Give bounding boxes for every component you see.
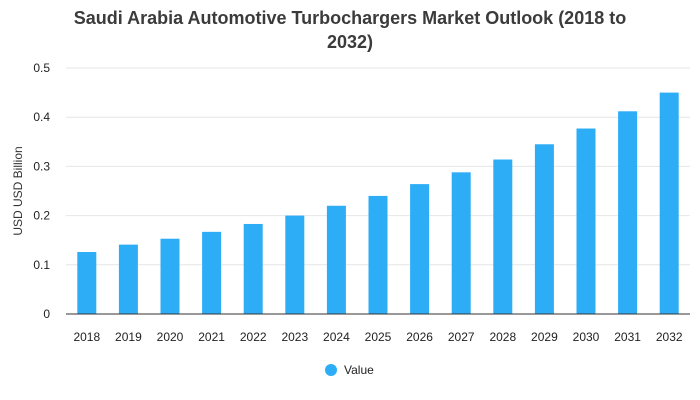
x-tick-label: 2028 bbox=[489, 330, 516, 344]
x-tick-label: 2018 bbox=[73, 330, 100, 344]
bar-2025[interactable] bbox=[368, 195, 388, 314]
x-tick-label: 2023 bbox=[281, 330, 308, 344]
bar-2019[interactable] bbox=[118, 244, 138, 314]
bar-2018[interactable] bbox=[77, 252, 97, 314]
x-tick-label: 2032 bbox=[656, 330, 683, 344]
bar-2028[interactable] bbox=[493, 159, 513, 314]
bar-2021[interactable] bbox=[202, 231, 222, 314]
y-axis-ticks: 0 0.1 0.2 0.3 0.4 0.5 bbox=[33, 61, 50, 321]
bar-2030[interactable] bbox=[576, 128, 596, 314]
bar-2029[interactable] bbox=[534, 144, 554, 314]
chart-title: Saudi Arabia Automotive Turbochargers Ma… bbox=[0, 6, 700, 54]
legend-label: Value bbox=[344, 363, 374, 377]
x-tick-label: 2019 bbox=[115, 330, 142, 344]
bars bbox=[77, 92, 679, 315]
x-tick-label: 2025 bbox=[365, 330, 392, 344]
y-tick-label: 0.4 bbox=[33, 110, 50, 124]
bar-2026[interactable] bbox=[410, 184, 430, 314]
bar-2031[interactable] bbox=[618, 111, 638, 315]
x-tick-label: 2030 bbox=[573, 330, 600, 344]
x-tick-label: 2027 bbox=[448, 330, 475, 344]
x-tick-label: 2029 bbox=[531, 330, 558, 344]
bar-2027[interactable] bbox=[451, 172, 471, 314]
y-tick-label: 0.2 bbox=[33, 209, 50, 223]
x-axis-ticks: 2018 2019 2020 2021 2022 2023 2024 2025 2026 2027… bbox=[73, 330, 682, 344]
y-tick-label: 0.5 bbox=[33, 61, 50, 75]
x-tick-label: 2026 bbox=[406, 330, 433, 344]
legend-marker bbox=[325, 364, 337, 376]
x-tick-label: 2021 bbox=[198, 330, 225, 344]
bar-2022[interactable] bbox=[243, 223, 263, 314]
y-tick-label: 0.1 bbox=[33, 258, 50, 272]
bar-2020[interactable] bbox=[160, 238, 180, 314]
x-tick-label: 2024 bbox=[323, 330, 350, 344]
legend[interactable]: Value bbox=[325, 363, 374, 377]
chart-title-line-1: Saudi Arabia Automotive Turbochargers Ma… bbox=[73, 8, 627, 28]
chart-title-line-2: 2032) bbox=[326, 32, 374, 52]
y-tick-label: 0.3 bbox=[33, 159, 50, 173]
bar-2024[interactable] bbox=[326, 205, 346, 314]
bar-2032[interactable] bbox=[659, 92, 679, 314]
x-tick-label: 2031 bbox=[614, 330, 641, 344]
x-tick-label: 2022 bbox=[240, 330, 267, 344]
x-tick-label: 2020 bbox=[157, 330, 184, 344]
bar-2023[interactable] bbox=[285, 215, 305, 314]
y-tick-label: 0 bbox=[43, 307, 50, 321]
y-axis-title: USD USD Billion bbox=[11, 146, 25, 235]
